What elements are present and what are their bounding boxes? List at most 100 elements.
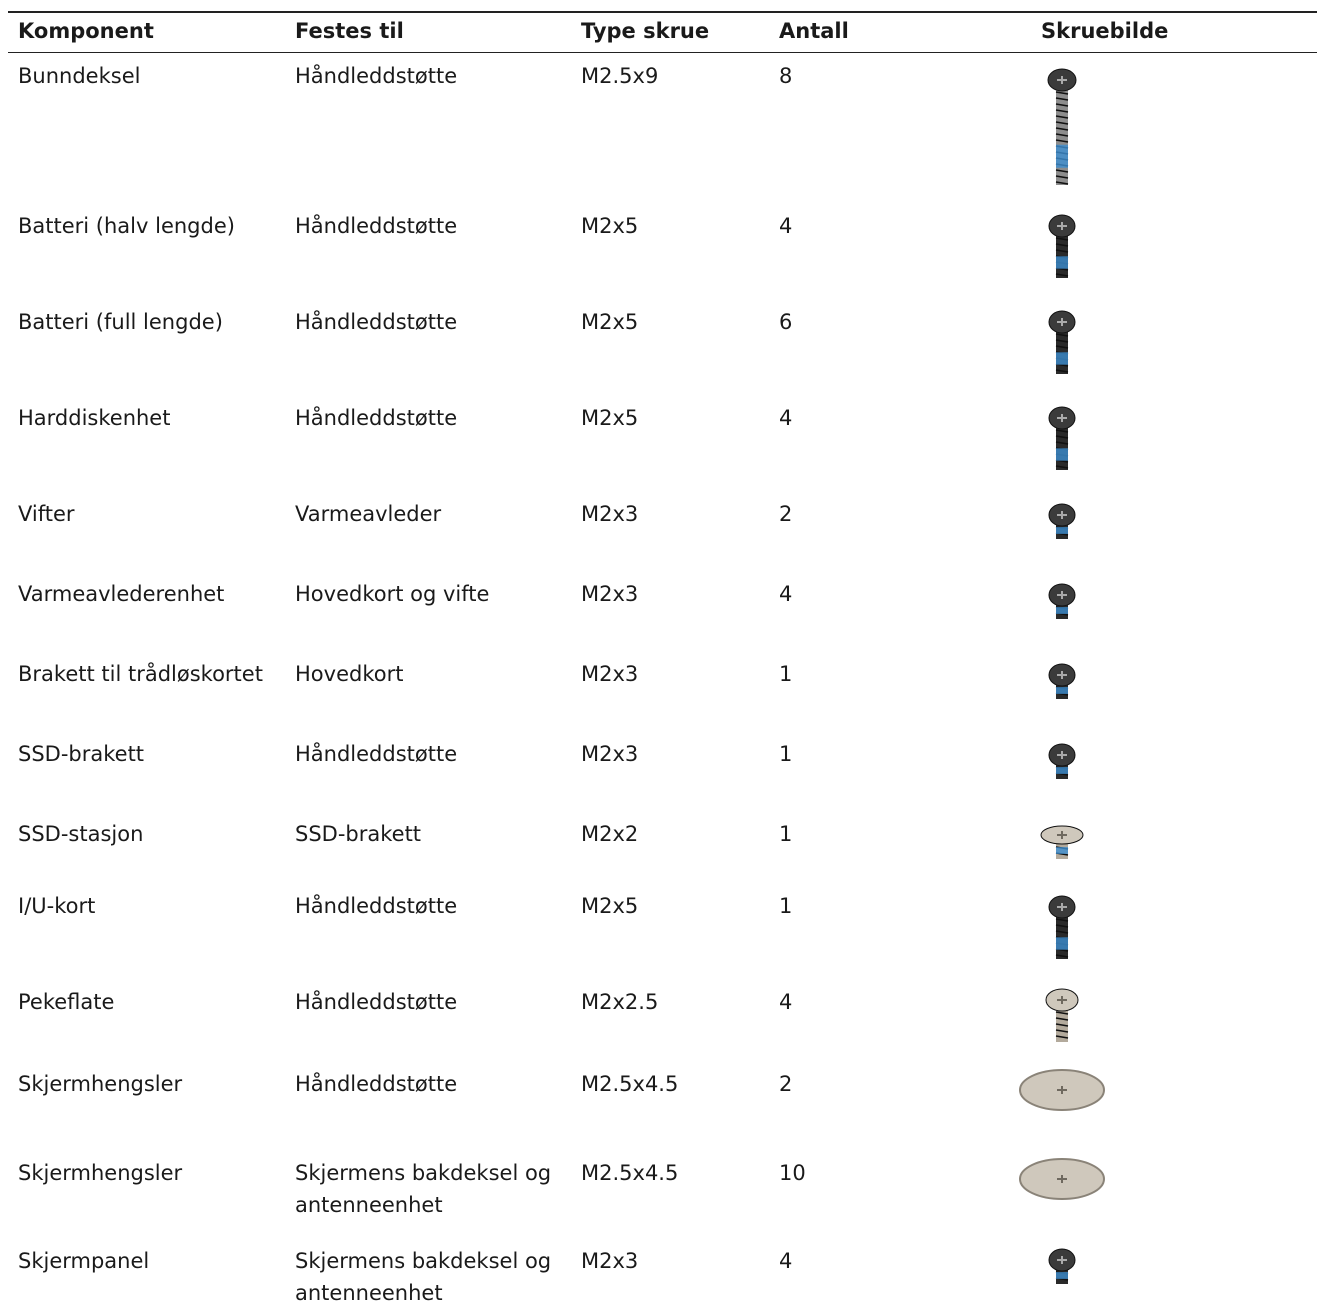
table-cell: 4 — [779, 214, 793, 238]
screw-part — [1057, 511, 1067, 519]
screw-part — [1056, 448, 1068, 461]
screw-part — [1056, 767, 1068, 774]
table-cell: Håndleddstøtte — [295, 214, 458, 238]
screw-image — [1045, 988, 1079, 1042]
screw-image — [1019, 1069, 1105, 1111]
column-header: Festes til — [295, 19, 404, 43]
screw-image — [1048, 583, 1076, 619]
table-cell: Håndleddstøtte — [295, 894, 458, 918]
screw-part — [1055, 333, 1069, 337]
screw-part — [1057, 222, 1067, 230]
table-cell: Skjermens bakdeksel og antenneenhet — [295, 1161, 552, 1217]
screw-part — [1055, 930, 1069, 934]
table-cell: 1 — [779, 894, 793, 918]
screw-part — [1055, 918, 1069, 922]
table-cell: M2.5x9 — [581, 64, 659, 88]
table-cell: Hovedkort og vifte — [295, 582, 490, 606]
table-cell: Brakett til trådløskortet — [18, 662, 263, 686]
table-cell: M2x3 — [581, 742, 639, 766]
screw-part — [1056, 352, 1068, 365]
screw-part — [1055, 429, 1069, 433]
screw-part — [1057, 671, 1067, 679]
table-cell: Pekeflate — [18, 990, 115, 1014]
screw-part — [1056, 607, 1068, 614]
table-cell: M2x3 — [581, 1249, 639, 1273]
table-cell: 1 — [779, 662, 793, 686]
table-cell: Hovedkort — [295, 662, 404, 686]
table-cell: M2x5 — [581, 406, 639, 430]
screw-part — [1056, 527, 1068, 534]
table-cell: M2.5x4.5 — [581, 1072, 679, 1096]
table-cell: Håndleddstøtte — [295, 310, 458, 334]
screw-part — [1055, 369, 1069, 373]
screw-part — [1055, 97, 1069, 101]
screw-image — [1019, 1158, 1105, 1200]
column-header: Type skrue — [581, 19, 710, 43]
screw-part — [1055, 1011, 1069, 1015]
screw-part — [1055, 175, 1069, 179]
screw-image — [1048, 406, 1076, 470]
table-cell: M2x3 — [581, 582, 639, 606]
table-cell: Vifter — [18, 502, 75, 526]
table-cell: Varmeavleder — [295, 502, 442, 526]
screw-part — [1057, 903, 1067, 911]
table-cell: Bunndeksel — [18, 64, 141, 88]
table-cell: M2x2.5 — [581, 990, 659, 1014]
screw-part — [1055, 237, 1069, 241]
table-cell: 4 — [779, 990, 793, 1014]
screw-part — [1055, 1035, 1069, 1039]
screw-part — [1055, 91, 1069, 95]
screw-part — [1056, 687, 1068, 694]
screw-part — [1057, 751, 1067, 759]
screw-image — [1048, 895, 1076, 959]
screw-image — [1048, 310, 1076, 374]
table-cell: M2x5 — [581, 310, 639, 334]
screw-image — [1048, 214, 1076, 278]
screw-part — [1055, 121, 1069, 125]
table-cell: M2x3 — [581, 502, 639, 526]
table-cell: 4 — [779, 1249, 793, 1273]
table-cell: 4 — [779, 582, 793, 606]
table-cell: Skjermhengsler — [18, 1161, 183, 1185]
table-cell: Håndleddstøtte — [295, 990, 458, 1014]
header-rule — [8, 52, 1317, 53]
table-cell: 4 — [779, 406, 793, 430]
screw-part — [1055, 273, 1069, 277]
table-cell: 1 — [779, 822, 793, 846]
table-cell: M2x2 — [581, 822, 639, 846]
screw-part — [1056, 144, 1068, 168]
screw-image — [1048, 663, 1076, 699]
table-cell: SSD-stasjon — [18, 822, 144, 846]
table-cell: 1 — [779, 742, 793, 766]
table-cell: M2.5x4.5 — [581, 1161, 679, 1185]
column-header: Skruebilde — [1041, 19, 1169, 43]
screw-image — [1048, 1248, 1076, 1284]
table-cell: Batteri (full lengde) — [18, 310, 223, 334]
screw-part — [1055, 441, 1069, 445]
screw-image — [1048, 503, 1076, 539]
table-cell: SSD-brakett — [18, 742, 145, 766]
screw-part — [1055, 435, 1069, 439]
screw-part — [1055, 103, 1069, 107]
screw-part — [1055, 1029, 1069, 1033]
screw-part — [1055, 345, 1069, 349]
screw-part — [1055, 924, 1069, 928]
screw-part — [1057, 318, 1067, 326]
screw-part — [1055, 133, 1069, 137]
screw-part — [1056, 847, 1068, 854]
table-cell: SSD-brakett — [295, 822, 422, 846]
table-cell: 8 — [779, 64, 793, 88]
column-header: Antall — [779, 19, 849, 43]
screw-part — [1057, 1256, 1067, 1264]
table-cell: 2 — [779, 502, 793, 526]
table-cell: I/U-kort — [18, 894, 96, 918]
table-cell: 2 — [779, 1072, 793, 1096]
screw-part — [1055, 465, 1069, 469]
top-rule — [8, 11, 1317, 13]
table-cell: Håndleddstøtte — [295, 406, 458, 430]
screw-part — [1056, 256, 1068, 269]
screw-part — [1057, 591, 1067, 599]
screw-part — [1056, 937, 1068, 950]
screw-part — [1055, 115, 1069, 119]
